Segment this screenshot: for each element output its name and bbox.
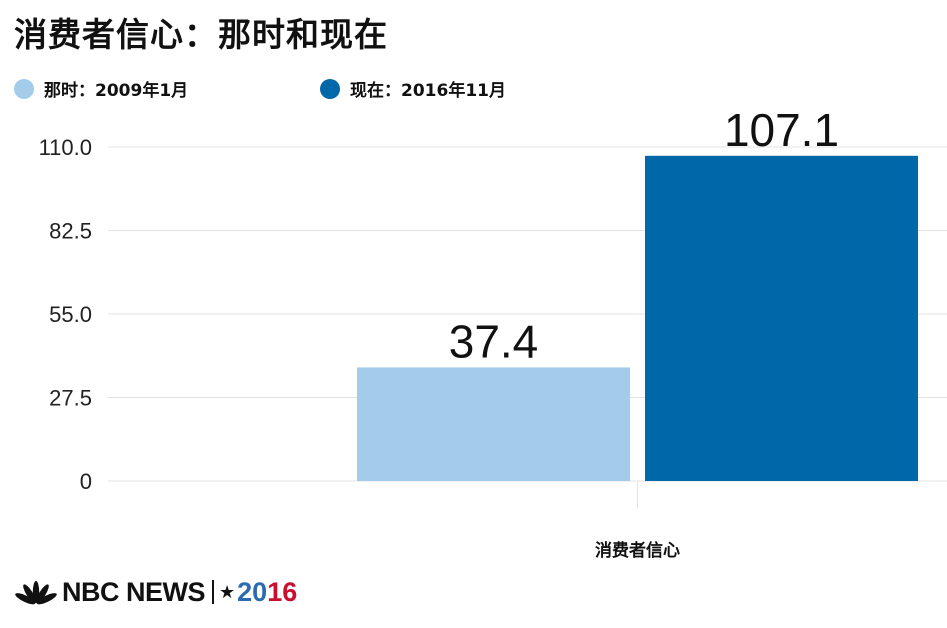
legend: 那时：2009年1月 现在：2016年11月 [14,76,714,101]
nbc-news-logo: NBC NEWS ★ 2016 [14,574,297,610]
logo-divider [212,580,214,604]
y-tick-label: 0 [80,469,92,494]
y-tick-label: 55.0 [49,302,92,327]
data-label: 37.4 [449,315,539,367]
election-year: 2016 [237,577,297,608]
year-part-1: 20 [237,576,268,607]
legend-dot-then [14,78,34,99]
bar [645,155,918,481]
y-tick-label: 27.5 [49,386,92,411]
star-icon: ★ [219,581,236,603]
bar [357,367,630,481]
y-tick-label: 110.0 [39,135,92,160]
peacock-icon [15,581,57,605]
data-label: 107.1 [724,104,839,156]
chart-title: 消费者信心：那时和现在 [14,15,388,54]
legend-item-then: 那时：2009年1月 [14,76,188,101]
legend-label-then: 那时：2009年1月 [44,81,189,101]
legend-label-now: 现在：2016年11月 [350,81,506,101]
x-category-label: 消费者信心 [595,540,680,561]
y-tick-label: 82.5 [49,219,92,244]
brand-text: NBC NEWS [62,576,206,607]
legend-item-now: 现在：2016年11月 [320,76,506,101]
bar-chart: 0 27.5 55.0 82.5 110.0 37.4 107.1 消费者信心 [39,104,947,561]
year-part-2: 16 [267,576,298,607]
legend-dot-now [320,78,340,99]
